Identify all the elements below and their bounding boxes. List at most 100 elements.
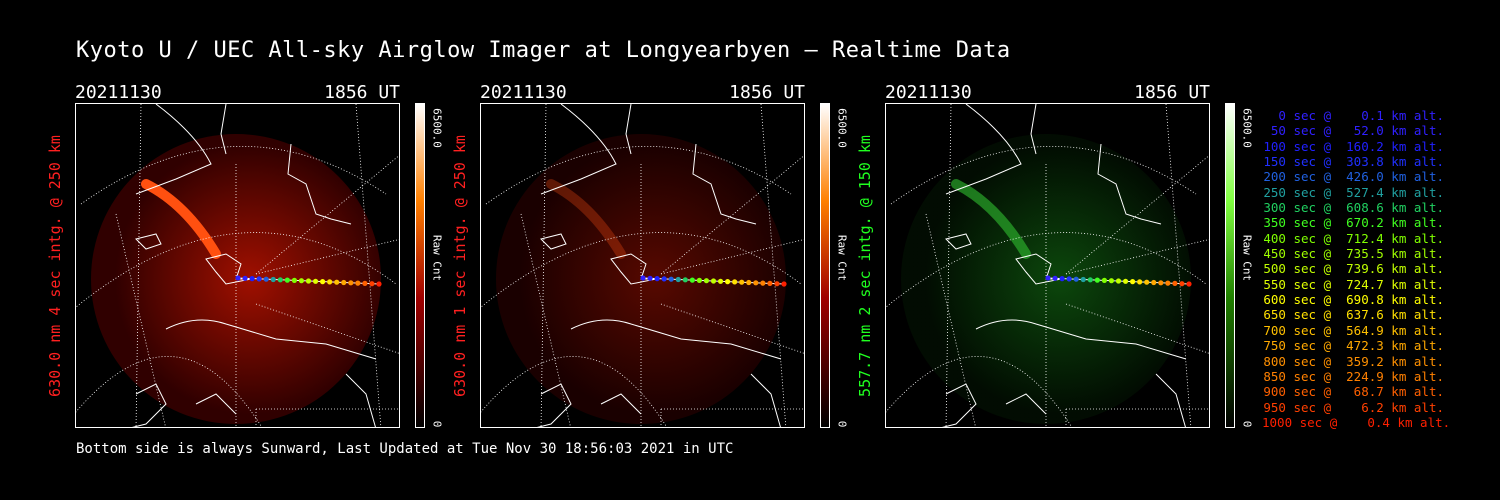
trajectory-point — [1108, 278, 1115, 284]
legend-entry: 650 sec @ 637.6 km alt. — [1263, 307, 1444, 323]
trajectory-point — [725, 279, 731, 285]
trajectory-point — [703, 278, 710, 284]
trajectory — [1045, 275, 1192, 287]
grid-lines — [481, 104, 804, 427]
allsky-image — [885, 103, 1210, 428]
colorbar-max: 6500.0 — [430, 108, 444, 148]
coastlines — [131, 104, 377, 427]
trajectory-point — [717, 278, 724, 284]
trajectory-point — [291, 277, 297, 283]
legend-entry: 400 sec @ 712.4 km alt. — [1263, 230, 1444, 246]
trajectory-point — [689, 277, 695, 283]
legend-entry: 900 sec @ 68.7 km alt. — [1263, 384, 1444, 400]
trajectory-point — [1115, 278, 1122, 284]
trajectory-point — [675, 276, 681, 283]
trajectory-point — [1172, 280, 1178, 286]
trajectory-point — [746, 279, 752, 286]
trajectory-point — [661, 276, 667, 282]
colorbar-min: 0 — [835, 420, 849, 428]
legend-entry: 700 sec @ 564.9 km alt. — [1263, 322, 1444, 338]
trajectory-point — [696, 277, 702, 283]
trajectory-point — [654, 276, 660, 282]
colorbar-max: 6500.0 — [835, 108, 849, 148]
grid-lines — [886, 104, 1209, 427]
image-time: 1856 UT — [1134, 82, 1210, 103]
airglow-panel-1: 20211130 1856 UT 630.0 nm 4 sec intg. @ … — [46, 82, 495, 432]
trajectory-point — [270, 276, 276, 283]
trajectory-point — [753, 280, 759, 286]
trajectory-point — [1080, 276, 1086, 283]
trajectory-point — [277, 277, 283, 283]
legend-entry: 200 sec @ 426.0 km alt. — [1263, 169, 1444, 185]
trajectory-point — [348, 280, 354, 286]
image-time: 1856 UT — [729, 82, 805, 103]
trajectory-point — [242, 275, 248, 281]
trajectory-point — [284, 277, 290, 283]
trajectory-point — [1144, 279, 1150, 285]
trajectory-point — [1137, 279, 1143, 285]
trajectory-point — [312, 278, 319, 284]
legend-entry: 250 sec @ 527.4 km alt. — [1263, 184, 1444, 200]
footer-status: Bottom side is always Sunward, Last Upda… — [76, 441, 734, 457]
trajectory-point — [1165, 280, 1171, 286]
colorbar — [1225, 103, 1235, 428]
trajectory-point — [362, 280, 368, 286]
trajectory-point — [1122, 278, 1129, 284]
trajectory-point — [334, 279, 340, 285]
trajectory-point — [355, 280, 361, 286]
trajectory-point — [1059, 276, 1065, 282]
trajectory-point — [647, 275, 653, 281]
trajectory-legend: 0 sec @ 0.1 km alt. 50 sec @ 52.0 km alt.… — [1262, 108, 1450, 430]
trajectory-point — [781, 281, 787, 287]
legend-entry: 450 sec @ 735.5 km alt. — [1263, 246, 1444, 262]
wavelength-label: 557.7 nm 2 sec intg. @ 150 km — [856, 135, 874, 397]
colorbar-max: 6500.0 — [1240, 108, 1254, 148]
colorbar-min: 0 — [1240, 420, 1254, 428]
colorbar — [415, 103, 425, 428]
image-time: 1856 UT — [324, 82, 400, 103]
colorbar-unit: Raw Cnt — [1240, 234, 1254, 282]
trajectory-point — [327, 279, 333, 285]
trajectory-point — [1094, 277, 1100, 283]
trajectory-point — [1073, 276, 1079, 282]
trajectory-point — [235, 275, 241, 281]
trajectory-point — [1101, 277, 1107, 283]
image-date: 20211130 — [75, 82, 162, 103]
trajectory-point — [256, 276, 262, 282]
trajectory-point — [341, 279, 347, 286]
legend-entry: 150 sec @ 303.8 km alt. — [1263, 154, 1444, 170]
legend-entry: 800 sec @ 359.2 km alt. — [1263, 353, 1444, 369]
trajectory-point — [263, 276, 269, 282]
allsky-image — [480, 103, 805, 428]
trajectory-point — [1130, 279, 1136, 285]
legend-entry: 850 sec @ 224.9 km alt. — [1263, 368, 1444, 384]
coastlines — [941, 104, 1187, 427]
trajectory-point — [710, 278, 717, 284]
aurora-arc — [951, 179, 1031, 259]
coastlines — [536, 104, 782, 427]
trajectory-point — [1045, 275, 1051, 281]
trajectory-point — [760, 280, 766, 286]
trajectory-point — [1186, 281, 1192, 287]
trajectory-point — [682, 277, 688, 283]
trajectory-point — [767, 280, 773, 286]
allsky-image — [75, 103, 400, 428]
trajectory-point — [369, 281, 375, 287]
legend-entry: 300 sec @ 608.6 km alt. — [1263, 200, 1444, 216]
trajectory-point — [668, 276, 674, 282]
trajectory-point — [774, 281, 780, 287]
colorbar-min: 0 — [430, 420, 444, 428]
trajectory-point — [1087, 277, 1093, 283]
legend-entry: 600 sec @ 690.8 km alt. — [1263, 292, 1444, 308]
grid-lines — [76, 104, 399, 427]
trajectory-point — [305, 278, 312, 284]
colorbar — [820, 103, 830, 428]
aurora-arc — [141, 179, 221, 259]
trajectory — [235, 275, 382, 287]
trajectory-point — [320, 279, 326, 285]
trajectory-point — [376, 281, 382, 287]
trajectory-point — [1158, 280, 1164, 286]
trajectory-point — [1179, 281, 1185, 287]
legend-entry: 500 sec @ 739.6 km alt. — [1263, 261, 1444, 277]
image-date: 20211130 — [885, 82, 972, 103]
